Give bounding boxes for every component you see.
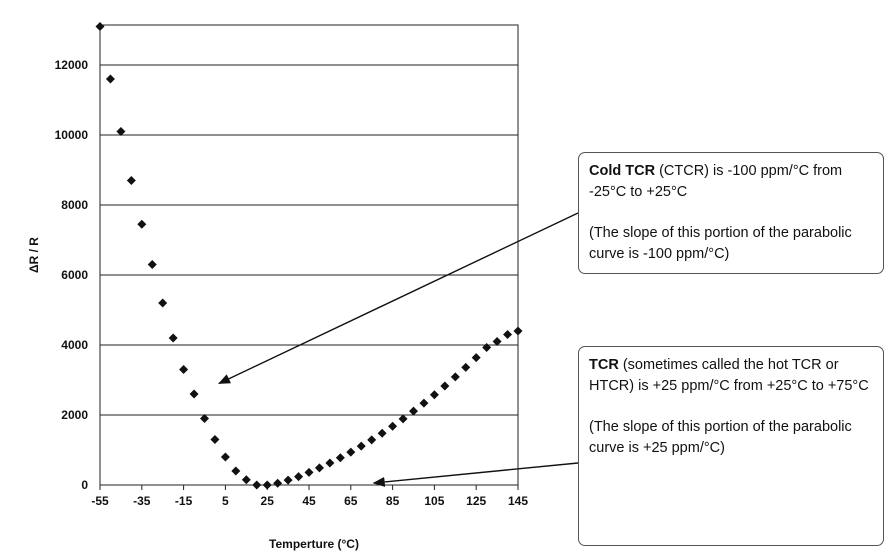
cold-tcr-arrow	[218, 212, 579, 385]
data-point	[137, 219, 147, 229]
data-point	[262, 480, 272, 490]
x-tick-label: 85	[386, 494, 400, 508]
data-point	[482, 342, 492, 352]
data-point	[147, 260, 157, 269]
data-point	[440, 381, 450, 391]
data-point	[231, 466, 241, 476]
cold-tcr-callout-slope: (The slope of this portion of the parabo…	[589, 225, 852, 262]
data-point	[294, 472, 304, 482]
data-point	[325, 458, 335, 468]
gridlines	[100, 64, 518, 416]
x-tick-label: 145	[508, 494, 528, 508]
data-point	[450, 372, 460, 382]
data-point	[388, 421, 398, 431]
y-tick-label: 4000	[61, 338, 88, 352]
data-points	[95, 22, 523, 490]
y-tick-label: 10000	[55, 128, 89, 142]
hot-tcr-arrow	[372, 462, 579, 487]
x-tick-label: 105	[424, 494, 444, 508]
data-point	[419, 398, 429, 408]
axes: 0 2000 4000 6000 8000 10000 12000 -55 -35 -15 5 25 4…	[55, 24, 528, 508]
data-point	[241, 475, 251, 485]
data-point	[95, 22, 105, 31]
y-tick-label: 2000	[61, 408, 88, 422]
x-tick-label: -55	[91, 494, 109, 508]
data-point	[105, 74, 115, 84]
data-point	[283, 475, 293, 485]
data-point	[252, 480, 262, 490]
hot-tcr-callout-line: (sometimes called the hot TCR or HTCR) i…	[589, 357, 869, 394]
data-point	[492, 337, 502, 346]
data-point	[116, 127, 126, 136]
x-tick-label: 5	[222, 494, 229, 508]
y-tick-label: 6000	[61, 268, 88, 282]
hot-tcr-callout-slope: (The slope of this portion of the parabo…	[589, 419, 852, 456]
hot-tcr-callout: TCR (sometimes called the hot TCR or HTC…	[578, 346, 884, 546]
y-tick-label: 12000	[55, 58, 89, 72]
data-point	[429, 390, 439, 400]
data-point	[346, 447, 356, 457]
data-point	[304, 467, 314, 477]
cold-tcr-callout: Cold TCR (CTCR) is -100 ppm/°C from -25°…	[578, 152, 884, 274]
x-axis-title: Temperture (°C)	[269, 537, 359, 551]
data-point	[398, 414, 408, 424]
callout-arrows	[218, 212, 579, 487]
x-tick-label: 65	[344, 494, 358, 508]
x-tick-label: 45	[302, 494, 316, 508]
data-point	[168, 333, 178, 343]
cold-tcr-callout-line: (CTCR) is -100 ppm/°C from -25°C to +25°…	[589, 163, 843, 200]
data-point	[471, 353, 481, 363]
data-point	[377, 428, 387, 438]
data-point	[200, 414, 209, 423]
data-point	[461, 362, 471, 372]
data-point	[210, 435, 220, 444]
y-axis-title: ΔR / R	[27, 237, 41, 273]
y-tick-label: 8000	[61, 198, 88, 212]
cold-tcr-callout-title: Cold TCR	[589, 163, 656, 179]
data-point	[126, 176, 136, 185]
data-point	[179, 365, 189, 374]
y-tick-label: 0	[81, 478, 88, 492]
data-point	[158, 298, 168, 308]
data-point	[335, 453, 345, 463]
data-point	[356, 441, 366, 451]
x-tick-label: -35	[133, 494, 151, 508]
data-point	[273, 478, 283, 488]
x-tick-label: 125	[466, 494, 486, 508]
x-tick-label: -15	[175, 494, 193, 508]
data-point	[503, 330, 513, 339]
data-point	[409, 406, 418, 416]
data-point	[220, 452, 230, 462]
x-tick-label: 25	[261, 494, 275, 508]
hot-tcr-callout-title: TCR	[589, 357, 619, 373]
data-point	[314, 463, 324, 473]
data-point	[513, 326, 523, 336]
plot-frame	[99, 24, 519, 486]
data-point	[367, 435, 377, 445]
data-point	[189, 389, 199, 399]
